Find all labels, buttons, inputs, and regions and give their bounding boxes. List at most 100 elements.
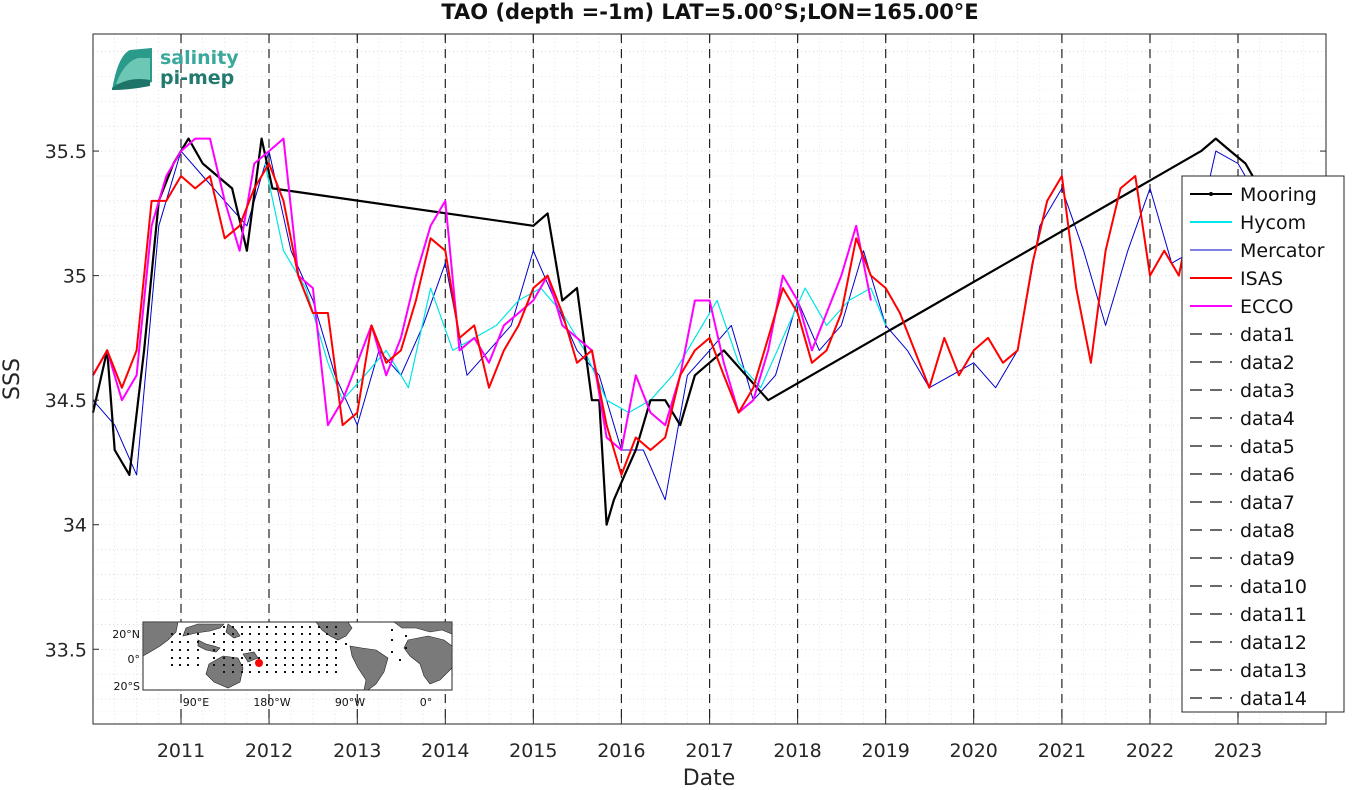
buoy-marker xyxy=(171,664,173,666)
buoy-marker xyxy=(309,657,311,659)
legend-label: ECCO xyxy=(1240,296,1294,318)
buoy-marker xyxy=(249,641,251,643)
x-tick-label: 2020 xyxy=(950,740,998,762)
buoy-marker xyxy=(258,657,260,659)
buoy-marker xyxy=(301,664,303,666)
buoy-marker xyxy=(223,633,225,635)
legend-label: data5 xyxy=(1240,436,1295,458)
buoy-marker xyxy=(391,639,393,641)
buoy-marker xyxy=(391,651,393,653)
legend-label: data8 xyxy=(1240,520,1295,542)
buoy-marker xyxy=(232,626,234,628)
buoy-marker xyxy=(258,641,260,643)
buoy-marker xyxy=(284,671,286,673)
legend-marker xyxy=(1209,192,1213,196)
buoy-marker xyxy=(171,649,173,651)
legend-label: Mercator xyxy=(1240,240,1325,262)
buoy-marker xyxy=(266,626,268,628)
buoy-marker xyxy=(318,626,320,628)
legend-label: ISAS xyxy=(1240,268,1283,290)
buoy-marker xyxy=(335,664,337,666)
buoy-marker xyxy=(213,664,215,666)
buoy-marker xyxy=(335,657,337,659)
legend-label: data4 xyxy=(1240,408,1295,430)
buoy-marker xyxy=(197,664,199,666)
buoy-marker xyxy=(179,641,181,643)
buoy-marker xyxy=(284,626,286,628)
buoy-marker xyxy=(309,664,311,666)
legend-label: Mooring xyxy=(1240,184,1317,206)
buoy-marker xyxy=(232,649,234,651)
buoy-marker xyxy=(326,649,328,651)
buoy-marker xyxy=(275,641,277,643)
buoy-marker xyxy=(249,664,251,666)
legend-label: Hycom xyxy=(1240,212,1306,234)
buoy-marker xyxy=(232,641,234,643)
buoy-marker xyxy=(266,657,268,659)
legend: Mooring Hycom Mercator ISAS ECCO data1 data2 da… xyxy=(1181,175,1345,713)
salinity-pi-mep-logo: salinity pi-mep xyxy=(112,47,239,90)
buoy-marker xyxy=(258,649,260,651)
series-lines xyxy=(91,137,1282,526)
legend-label: data9 xyxy=(1240,548,1295,570)
x-tick-label: 2022 xyxy=(1126,740,1174,762)
buoy-marker xyxy=(187,664,189,666)
buoy-marker xyxy=(258,626,260,628)
buoy-marker xyxy=(405,647,407,649)
map-lat-label: 0° xyxy=(128,653,141,666)
chart-title: TAO (depth =-1m) LAT=5.00°S;LON=165.00°E xyxy=(441,0,978,24)
buoy-marker xyxy=(232,664,234,666)
buoy-marker xyxy=(197,649,199,651)
buoy-marker xyxy=(171,641,173,643)
buoy-marker xyxy=(335,671,337,673)
buoy-marker xyxy=(241,664,243,666)
x-tick-label: 2015 xyxy=(509,740,557,762)
y-tick-label: 35.5 xyxy=(45,141,87,163)
buoy-marker xyxy=(301,649,303,651)
series-line-hycom xyxy=(264,163,887,414)
buoy-marker xyxy=(249,671,251,673)
buoy-marker xyxy=(223,641,225,643)
buoy-marker xyxy=(318,641,320,643)
x-tick-label: 2012 xyxy=(245,740,293,762)
buoy-marker xyxy=(275,626,277,628)
buoy-marker xyxy=(213,633,215,635)
buoy-marker xyxy=(318,633,320,635)
buoy-marker xyxy=(275,649,277,651)
series-line-ecco xyxy=(92,137,872,451)
series-line-mercator xyxy=(92,150,1282,501)
tao-buoy-array-markers xyxy=(171,626,407,673)
station-marker xyxy=(255,659,263,667)
buoy-marker xyxy=(301,657,303,659)
buoy-marker xyxy=(292,649,294,651)
buoy-marker xyxy=(241,657,243,659)
buoy-marker xyxy=(249,626,251,628)
buoy-marker xyxy=(249,657,251,659)
buoy-marker xyxy=(241,641,243,643)
x-tick-label: 2021 xyxy=(1038,740,1086,762)
legend-label: data7 xyxy=(1240,492,1295,514)
buoy-marker xyxy=(241,671,243,673)
map-lat-label: 20°N xyxy=(112,628,140,641)
buoy-marker xyxy=(275,633,277,635)
buoy-marker xyxy=(258,633,260,635)
logo-line1: salinity xyxy=(160,47,239,69)
buoy-marker xyxy=(309,641,311,643)
x-tick-label: 2011 xyxy=(157,740,205,762)
y-tick-label: 33.5 xyxy=(45,639,87,661)
buoy-marker xyxy=(241,626,243,628)
legend-box xyxy=(1181,175,1345,713)
map-lon-label: 180°W xyxy=(253,696,290,709)
buoy-marker xyxy=(266,664,268,666)
buoy-marker xyxy=(292,671,294,673)
buoy-marker xyxy=(309,633,311,635)
x-tick-label: 2013 xyxy=(333,740,381,762)
buoy-marker xyxy=(292,633,294,635)
legend-label: data1 xyxy=(1240,324,1295,346)
y-tick-label: 35 xyxy=(63,266,87,288)
legend-label: data13 xyxy=(1240,660,1307,682)
buoy-marker xyxy=(335,641,337,643)
buoy-marker xyxy=(301,671,303,673)
buoy-marker xyxy=(213,657,215,659)
